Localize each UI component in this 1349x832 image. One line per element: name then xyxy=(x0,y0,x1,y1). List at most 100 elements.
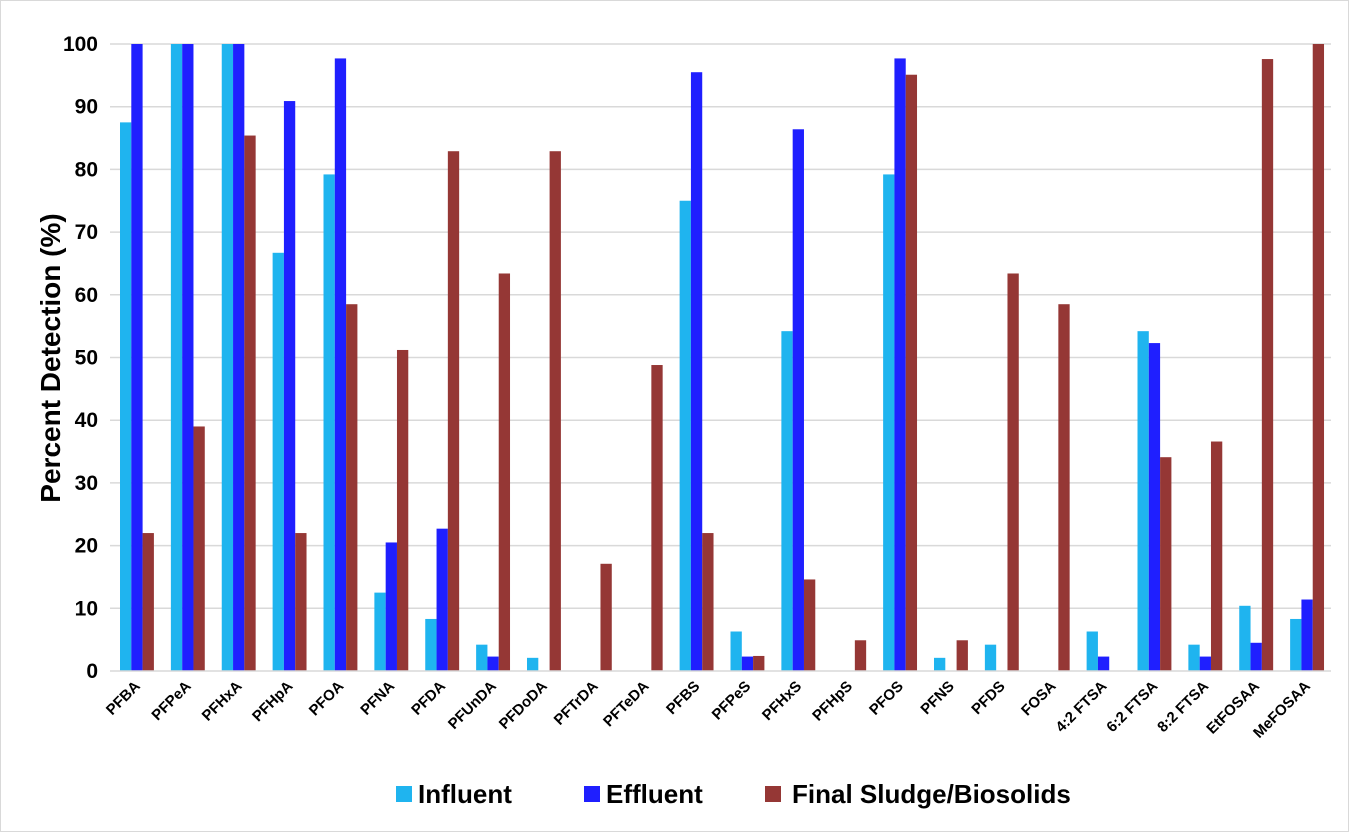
bar-effluent-mefosaa xyxy=(1301,599,1313,671)
bars xyxy=(120,44,1325,672)
bar-influent-pfoa xyxy=(323,174,335,671)
bar-final-sludge-biosolids-mefosaa xyxy=(1312,44,1325,671)
bar-influent-pfos xyxy=(883,174,895,671)
legend-label-final-sludge-biosolids: Final Sludge/Biosolids xyxy=(792,779,1071,809)
bar-influent-pfhxa xyxy=(221,44,234,671)
x-tick-label: PFPeA xyxy=(148,678,194,724)
x-tick-label: 6:2 FTSA xyxy=(1103,678,1161,736)
bar-final-sludge-biosolids-pfda xyxy=(447,151,460,672)
bar-effluent-pfda xyxy=(436,528,448,671)
x-tick-label: PFHpS xyxy=(809,678,856,725)
bar-effluent-pfpes xyxy=(741,656,754,671)
bar-final-sludge-biosolids-pfbs xyxy=(702,533,714,671)
bar-final-sludge-biosolids-pfba xyxy=(142,533,154,671)
bar-influent-pfpea xyxy=(170,44,183,671)
y-tick-label: 70 xyxy=(75,221,98,244)
x-tick-label: PFHpA xyxy=(249,678,296,725)
bar-final-sludge-biosolids-pfhxa xyxy=(244,135,256,672)
bar-effluent-pfhpa xyxy=(283,101,296,671)
x-tick-label: PFNS xyxy=(917,678,957,718)
x-tick-label: PFPeS xyxy=(709,678,755,724)
x-tick-label: FOSA xyxy=(1018,678,1060,720)
bar-final-sludge-biosolids-pfteda xyxy=(651,365,663,671)
bar-final-sludge-biosolids-8-2-ftsa xyxy=(1210,441,1223,671)
bar-final-sludge-biosolids-pfhps xyxy=(854,640,867,671)
x-tick-label: PFHxA xyxy=(199,678,246,725)
bar-influent-pfds xyxy=(984,644,997,671)
x-tick-label: PFBS xyxy=(663,678,703,718)
bar-final-sludge-biosolids-pfoa xyxy=(346,304,358,671)
y-tick-label: 0 xyxy=(86,660,98,683)
y-tick-label: 30 xyxy=(75,472,98,495)
x-tick-label: PFBA xyxy=(103,678,144,719)
bar-final-sludge-biosolids-pfna xyxy=(396,349,409,671)
bar-influent-pfhxs xyxy=(781,331,793,671)
x-tick-label: PFDA xyxy=(408,678,449,719)
bar-effluent-pfna xyxy=(385,542,397,671)
bar-effluent-pfba xyxy=(131,44,143,671)
legend-label-effluent: Effluent xyxy=(606,779,703,809)
bar-final-sludge-biosolids-pfos xyxy=(905,74,918,671)
x-tick-label: PFNA xyxy=(357,678,398,719)
x-tick-label: PFHxS xyxy=(759,678,805,724)
x-tick-label: PFUnDA xyxy=(445,678,500,733)
bar-effluent-pfhxa xyxy=(233,44,245,671)
bar-final-sludge-biosolids-pfhpa xyxy=(295,533,307,671)
x-tick-label: PFDoDA xyxy=(496,678,551,733)
bar-final-sludge-biosolids-etfosaa xyxy=(1261,59,1274,672)
bar-final-sludge-biosolids-pfpea xyxy=(193,426,205,671)
x-tick-label: PFOS xyxy=(866,678,907,719)
bar-influent-etfosaa xyxy=(1239,605,1251,671)
bar-final-sludge-biosolids-pfhxs xyxy=(803,579,816,671)
bar-influent-pfda xyxy=(425,618,437,671)
bar-influent-6-2-ftsa xyxy=(1137,331,1149,671)
bar-influent-pfna xyxy=(374,592,386,671)
y-tick-label: 50 xyxy=(75,347,98,370)
bar-effluent-4-2-ftsa xyxy=(1097,656,1110,671)
y-tick-label: 100 xyxy=(63,33,98,56)
bar-influent-pfbs xyxy=(679,200,691,671)
y-tick-label: 60 xyxy=(75,284,98,307)
x-tick-label: PFOA xyxy=(306,678,348,720)
bar-effluent-pfbs xyxy=(690,72,703,672)
y-tick-label: 20 xyxy=(75,535,98,558)
bar-influent-pfhpa xyxy=(272,252,284,671)
legend-swatch-effluent xyxy=(584,786,600,802)
bar-final-sludge-biosolids-pfns xyxy=(956,640,968,671)
bar-effluent-pfos xyxy=(894,58,906,671)
y-tick-label: 10 xyxy=(75,597,98,620)
bar-effluent-6-2-ftsa xyxy=(1148,343,1161,671)
legend-swatch-final-sludge-biosolids xyxy=(765,786,781,802)
bar-final-sludge-biosolids-6-2-ftsa xyxy=(1160,457,1172,671)
legend: Influent Effluent Final Sludge/Biosolids xyxy=(396,779,1071,809)
bar-influent-mefosaa xyxy=(1290,618,1302,671)
bar-effluent-8-2-ftsa xyxy=(1199,656,1211,671)
bar-final-sludge-biosolids-pfunda xyxy=(498,273,511,671)
bar-final-sludge-biosolids-pfdoda xyxy=(549,151,561,672)
legend-swatch-influent xyxy=(396,786,412,802)
bar-final-sludge-biosolids-pftrda xyxy=(600,563,612,671)
bar-influent-pfns xyxy=(934,657,946,671)
bar-final-sludge-biosolids-fosa xyxy=(1058,304,1070,671)
x-tick-labels: PFBA PFPeA PFHxA PFHpA PFOA PFNA PFDAPFUnDAPFD… xyxy=(103,678,1314,742)
x-tick-label: PFTeDA xyxy=(600,678,653,731)
bar-influent-pfdoda xyxy=(527,657,539,671)
bar-effluent-pfhxs xyxy=(792,129,804,672)
bar-influent-pfpes xyxy=(730,631,742,671)
gridlines xyxy=(110,43,1331,610)
bar-effluent-pfpea xyxy=(182,44,194,671)
legend-label-influent: Influent xyxy=(418,779,512,809)
bar-effluent-pfunda xyxy=(487,656,499,671)
bar-influent-8-2-ftsa xyxy=(1188,644,1200,671)
x-tick-label: PFTrDA xyxy=(551,678,602,729)
bar-influent-pfunda xyxy=(476,644,488,671)
bar-final-sludge-biosolids-pfds xyxy=(1007,273,1019,671)
y-tick-label: 90 xyxy=(75,96,98,119)
x-tick-label: PFDS xyxy=(968,678,1008,718)
y-axis-title: Percent Detection (%) xyxy=(35,213,66,502)
y-tick-labels: 0 10 20 30 40 50 60 70 80 90 100 xyxy=(63,33,98,683)
bar-effluent-pfoa xyxy=(334,58,347,671)
bar-final-sludge-biosolids-pfpes xyxy=(753,655,765,671)
